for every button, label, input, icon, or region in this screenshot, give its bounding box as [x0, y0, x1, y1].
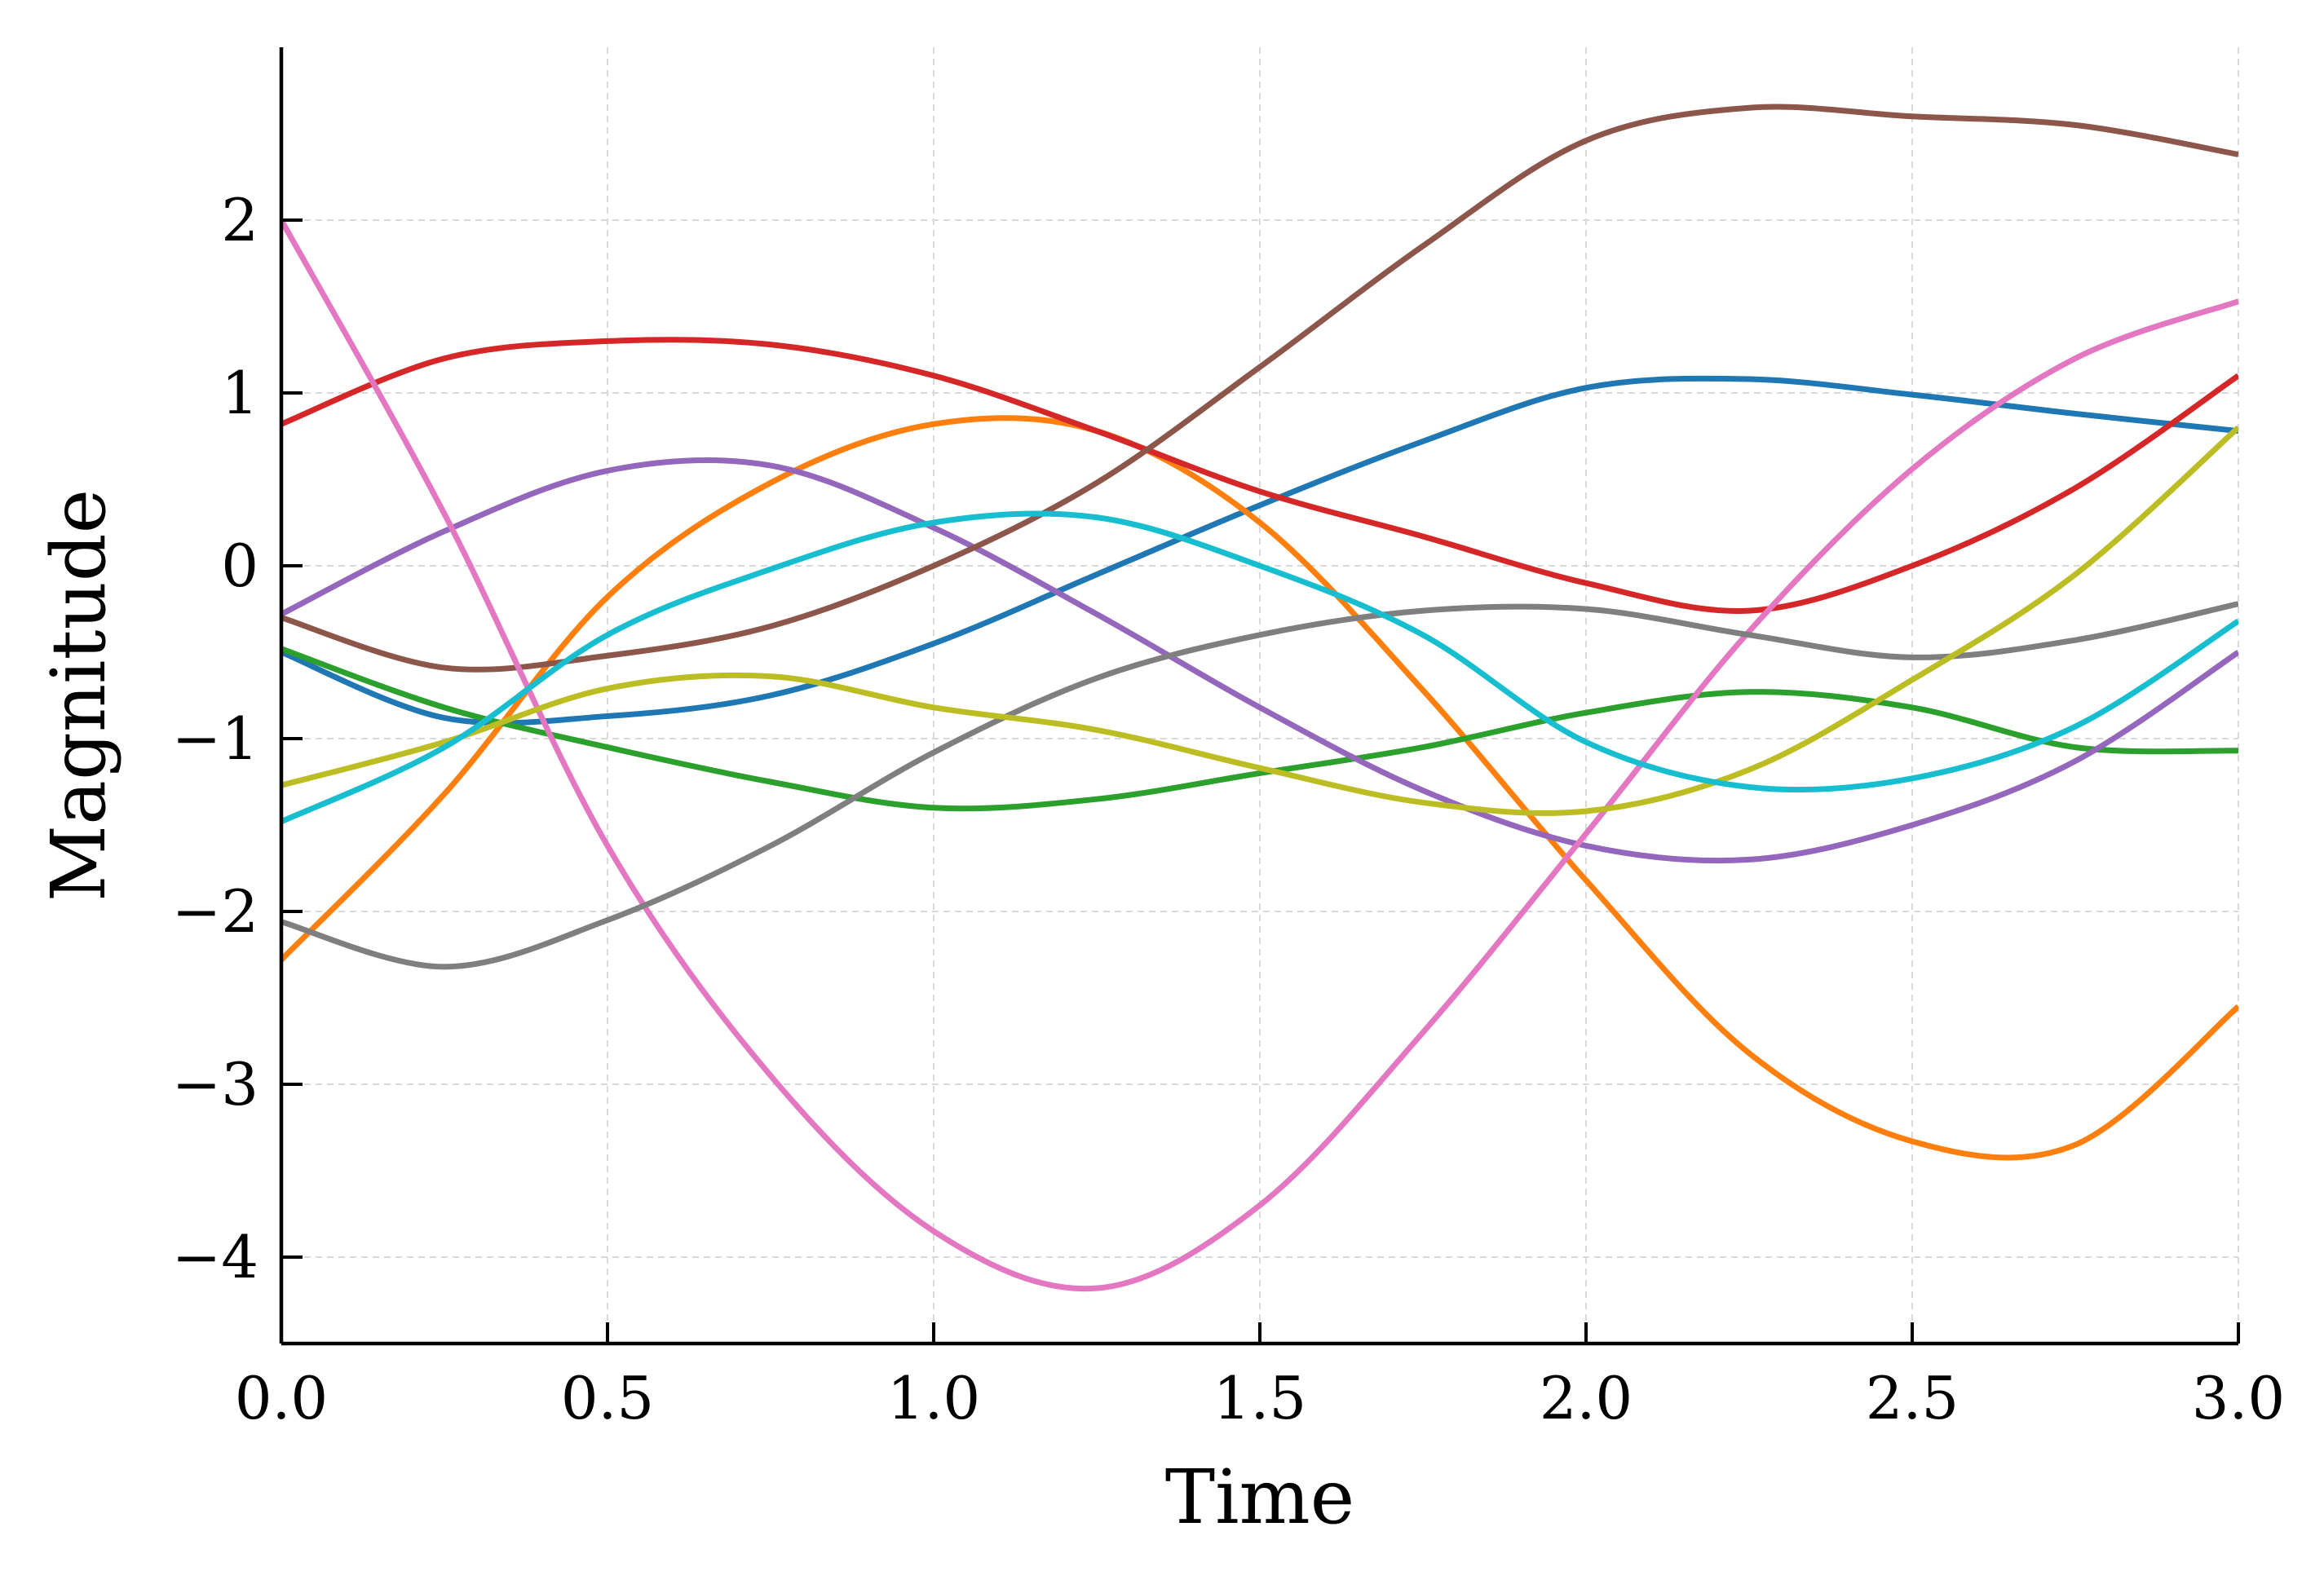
y-axis-label: Magnitude — [35, 489, 122, 902]
x-tick-label: 2.5 — [1866, 1364, 1959, 1432]
ticks: 0.0 0.5 1.0 1.5 2.0 2.5 3.0 2 1 0 −1 −2 −3 −4 — [172, 186, 2285, 1432]
grid — [281, 47, 2239, 1344]
x-tick-label: 3.0 — [2192, 1364, 2286, 1432]
series-line-series-1 — [281, 375, 2238, 726]
series-line-series-8 — [281, 601, 2238, 970]
series-line-series-6 — [281, 104, 2238, 673]
x-tick-label: 1.0 — [887, 1364, 981, 1432]
y-tick-label: −3 — [172, 1050, 258, 1119]
y-tick-label: 0 — [221, 532, 258, 600]
y-tick-label: −2 — [172, 877, 258, 946]
x-tick-label: 2.0 — [1540, 1364, 1633, 1432]
series-line-series-7 — [281, 218, 2238, 1292]
series-line-series-2 — [281, 415, 2238, 1161]
series-line-series-5 — [281, 457, 2238, 864]
series-line-series-9 — [281, 425, 2238, 816]
series-line-series-4 — [281, 337, 2238, 614]
y-tick-label: −1 — [172, 704, 258, 773]
series-line-series-10 — [281, 510, 2238, 824]
y-tick-label: 1 — [221, 359, 258, 427]
y-tick-label: −4 — [172, 1223, 258, 1291]
series-lines — [281, 104, 2238, 1292]
x-tick-label: 1.5 — [1213, 1364, 1307, 1432]
x-tick-label: 0.5 — [561, 1364, 655, 1432]
x-axis-label: Time — [1165, 1454, 1354, 1541]
x-tick-label: 0.0 — [235, 1364, 329, 1432]
series-line-series-3 — [281, 646, 2238, 812]
y-tick-label: 2 — [221, 186, 258, 254]
